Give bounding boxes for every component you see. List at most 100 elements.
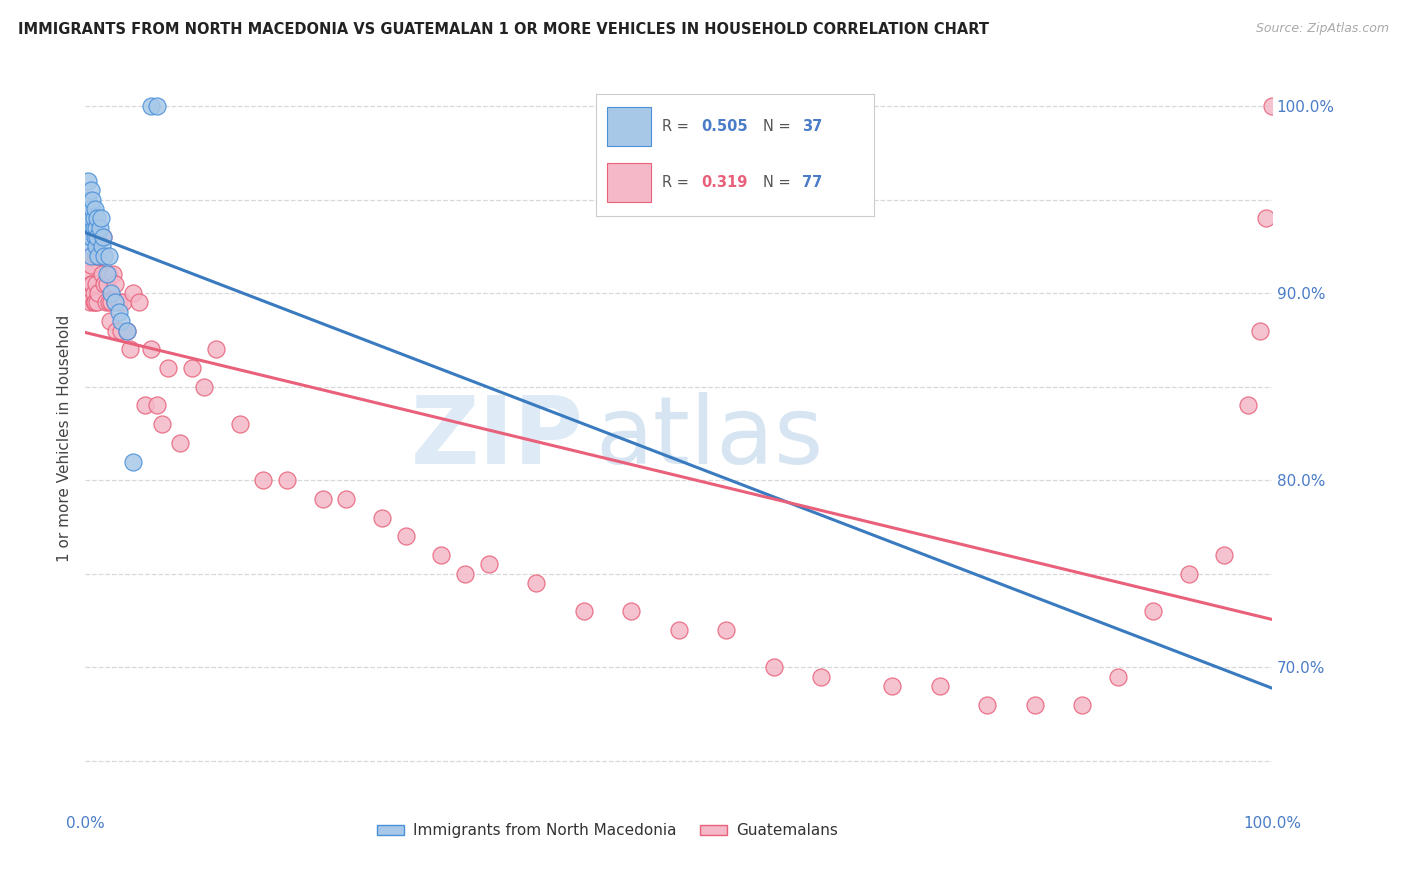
Point (115, 324, 138, 338)
Point (87, 249, 110, 263)
Point (1213, 548, 1236, 562)
Point (83, 230, 105, 244)
Point (98, 268, 121, 282)
Point (107, 295, 129, 310)
Point (169, 435, 191, 450)
Point (82, 277, 104, 291)
Point (104, 277, 127, 291)
Point (98, 314, 121, 328)
Point (79, 230, 101, 244)
Point (80, 258, 103, 272)
Point (145, 398, 167, 412)
Point (86, 249, 108, 263)
Point (1254, 211, 1277, 226)
Point (1107, 670, 1129, 684)
Point (89, 220, 111, 235)
Point (77, 220, 100, 235)
Point (1071, 698, 1094, 712)
Point (76, 211, 98, 226)
Point (104, 295, 127, 310)
Point (454, 566, 477, 581)
Point (86, 211, 108, 226)
Point (93, 277, 115, 291)
Point (83, 211, 105, 226)
Point (193, 379, 215, 393)
Point (87, 286, 110, 301)
Point (91, 268, 114, 282)
Point (128, 295, 150, 310)
Point (83, 249, 105, 263)
Point (89, 249, 111, 263)
Point (76, 174, 98, 188)
Point (98, 249, 121, 263)
Point (98, 295, 121, 310)
Point (84, 277, 107, 291)
Point (139, 99, 162, 113)
Point (76, 268, 98, 282)
Point (96, 277, 118, 291)
Point (121, 454, 143, 468)
Text: ZIP: ZIP (411, 392, 583, 484)
Point (430, 548, 453, 562)
Point (371, 510, 394, 524)
Point (110, 324, 132, 338)
Point (91, 230, 114, 244)
Point (86, 295, 108, 310)
Point (79, 295, 101, 310)
Point (90, 249, 112, 263)
Point (572, 604, 595, 618)
Point (524, 576, 547, 591)
Point (76, 193, 98, 207)
Point (668, 623, 690, 637)
Point (1237, 398, 1260, 412)
Point (762, 660, 785, 674)
Point (714, 623, 737, 637)
Legend: Immigrants from North Macedonia, Guatemalans: Immigrants from North Macedonia, Guatema… (371, 817, 845, 845)
Point (105, 324, 128, 338)
Point (205, 343, 228, 357)
Point (976, 698, 998, 712)
Text: Source: ZipAtlas.com: Source: ZipAtlas.com (1256, 22, 1389, 36)
Point (83, 220, 105, 235)
Point (228, 417, 250, 431)
Point (810, 670, 832, 684)
Point (80, 277, 103, 291)
Point (115, 324, 138, 338)
Point (145, 99, 167, 113)
Point (882, 679, 904, 693)
Text: atlas: atlas (596, 392, 824, 484)
Point (1142, 604, 1164, 618)
Point (928, 679, 950, 693)
Point (134, 398, 156, 412)
Point (93, 249, 115, 263)
Point (101, 268, 124, 282)
Point (157, 361, 180, 376)
Text: IMMIGRANTS FROM NORTH MACEDONIA VS GUATEMALAN 1 OR MORE VEHICLES IN HOUSEHOLD CO: IMMIGRANTS FROM NORTH MACEDONIA VS GUATE… (18, 22, 990, 37)
Point (80, 230, 103, 244)
Point (120, 343, 142, 357)
Y-axis label: 1 or more Vehicles in Household: 1 or more Vehicles in Household (58, 315, 72, 562)
Point (83, 202, 105, 216)
Point (96, 268, 118, 282)
Point (83, 286, 105, 301)
Point (139, 343, 162, 357)
Point (335, 491, 357, 506)
Point (1178, 566, 1201, 581)
Point (276, 473, 298, 487)
Point (100, 286, 122, 301)
Point (104, 295, 127, 310)
Point (83, 295, 105, 310)
Point (252, 473, 274, 487)
Point (620, 604, 643, 618)
Point (312, 491, 335, 506)
Point (110, 314, 132, 328)
Point (84, 239, 107, 253)
Point (79, 239, 101, 253)
Point (478, 558, 501, 572)
Point (100, 295, 122, 310)
Point (80, 211, 103, 226)
Point (91, 249, 114, 263)
Point (152, 417, 174, 431)
Point (112, 295, 135, 310)
Point (82, 193, 104, 207)
